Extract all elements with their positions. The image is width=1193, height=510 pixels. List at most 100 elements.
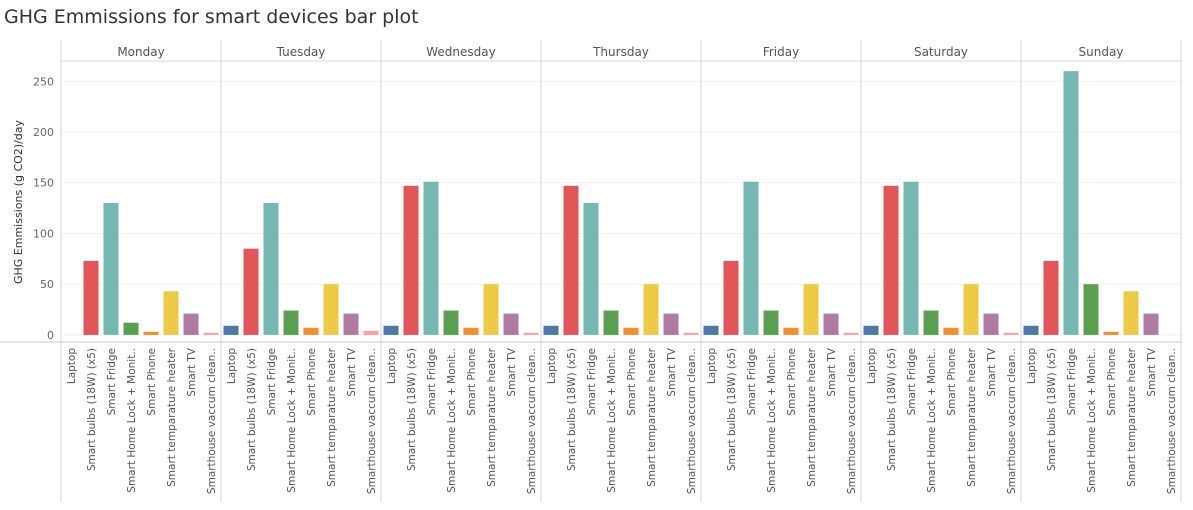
bar-saturday-laptop[interactable] [863,325,879,335]
x-tick-label: Laptop [226,348,238,384]
bar-wednesday-smart-fridge[interactable] [423,181,439,335]
x-tick-label: Smarthouse vaccum clean.. [686,348,698,494]
bar-monday-smart-home-lock-monit[interactable] [123,322,139,335]
bar-thursday-laptop[interactable] [543,325,559,335]
x-tick-label: Smart Phone [146,348,158,416]
bar-saturday-smart-tv[interactable] [983,313,999,335]
x-tick-label: Smart Home Lock + Monit.. [286,348,298,493]
x-tick-label: Smart Phone [1106,348,1118,416]
x-tick-label: Smart Phone [626,348,638,416]
x-tick-label: Smart Home Lock + Monit.. [446,348,458,493]
panel-header-wednesday: Wednesday [426,45,495,59]
x-tick-label: Smart bulbs (18W) (x5) [566,348,578,471]
y-tick-label: 200 [33,126,54,139]
bar-sunday-smart-fridge[interactable] [1063,71,1079,335]
bar-wednesday-smarthouse-vaccum-clean[interactable] [523,332,539,335]
x-tick-label: Smart Fridge [746,348,758,415]
bar-wednesday-smart-temparature-heater[interactable] [483,284,499,335]
bar-monday-smarthouse-vaccum-clean[interactable] [203,332,219,335]
x-tick-label: Smart temparature heater [166,347,178,487]
bar-friday-smart-fridge[interactable] [743,181,759,335]
panel-header-tuesday: Tuesday [276,45,326,59]
bar-tuesday-smart-tv[interactable] [343,313,359,335]
bar-monday-smart-tv[interactable] [183,313,199,335]
panel-header-saturday: Saturday [914,45,968,59]
bar-monday-smart-fridge[interactable] [103,203,119,335]
bar-thursday-smarthouse-vaccum-clean[interactable] [683,332,699,335]
bar-tuesday-smart-home-lock-monit[interactable] [283,310,299,335]
bar-monday-smart-temparature-heater[interactable] [163,291,179,335]
x-tick-label: Smart temparature heater [486,347,498,487]
bar-saturday-smart-phone[interactable] [943,327,959,335]
bar-thursday-smart-bulbs-18w-x5[interactable] [563,185,579,335]
bar-thursday-smart-phone[interactable] [623,327,639,335]
bar-sunday-smart-phone[interactable] [1103,331,1119,335]
bar-friday-smart-tv[interactable] [823,313,839,335]
bar-wednesday-laptop[interactable] [383,325,399,335]
x-tick-label: Smarthouse vaccum clean.. [1006,348,1018,494]
bar-tuesday-smart-fridge[interactable] [263,203,279,335]
bar-friday-smart-bulbs-18w-x5[interactable] [723,260,739,335]
bar-saturday-smarthouse-vaccum-clean[interactable] [1003,332,1019,335]
y-tick-label: 0 [47,329,54,342]
bar-wednesday-smart-bulbs-18w-x5[interactable] [403,185,419,335]
x-tick-label: Smart Home Lock + Monit.. [766,348,778,493]
bar-sunday-smart-bulbs-18w-x5[interactable] [1043,260,1059,335]
x-tick-label: Smarthouse vaccum clean.. [526,348,538,494]
y-tick-label: 100 [33,227,54,240]
x-tick-label: Smart temparature heater [1126,347,1138,487]
y-axis-label: GHG Emmissions (g CO2)/day [12,119,25,284]
bar-wednesday-smart-home-lock-monit[interactable] [443,310,459,335]
x-tick-label: Smart Phone [466,348,478,416]
bar-tuesday-laptop[interactable] [223,325,239,335]
x-tick-label: Smart Home Lock + Monit.. [126,348,138,493]
bar-thursday-smart-temparature-heater[interactable] [643,284,659,335]
x-tick-label: Smart Fridge [106,348,118,415]
bar-wednesday-smart-tv[interactable] [503,313,519,335]
x-tick-label: Laptop [386,348,398,384]
bar-thursday-smart-tv[interactable] [663,313,679,335]
x-tick-label: Smart Home Lock + Monit.. [1086,348,1098,493]
y-tick-label: 150 [33,177,54,190]
x-tick-label: Smart TV [986,347,998,397]
bar-thursday-smart-home-lock-monit[interactable] [603,310,619,335]
bar-monday-smart-phone[interactable] [143,331,159,335]
bar-friday-smart-home-lock-monit[interactable] [763,310,779,335]
x-tick-label: Smart TV [826,347,838,397]
bar-sunday-smart-tv[interactable] [1143,313,1159,335]
panel-header-monday: Monday [117,45,164,59]
bar-friday-laptop[interactable] [703,325,719,335]
bar-friday-smart-temparature-heater[interactable] [803,284,819,335]
bar-tuesday-smart-temparature-heater[interactable] [323,284,339,335]
x-tick-label: Laptop [706,348,718,384]
x-tick-label: Smart Fridge [426,348,438,415]
labels-layer: 0 50 100 150 200 250 Monday Laptop Smart bulbs (… [33,45,1178,494]
bar-friday-smarthouse-vaccum-clean[interactable] [843,332,859,335]
bar-thursday-smart-fridge[interactable] [583,203,599,335]
bar-tuesday-smart-bulbs-18w-x5[interactable] [243,248,259,335]
bar-sunday-laptop[interactable] [1023,325,1039,335]
bar-saturday-smart-fridge[interactable] [903,181,919,335]
x-tick-label: Laptop [866,348,878,384]
bar-friday-smart-phone[interactable] [783,327,799,335]
bar-tuesday-smart-phone[interactable] [303,327,319,335]
bar-saturday-smart-temparature-heater[interactable] [963,284,979,335]
x-tick-label: Laptop [1026,348,1038,384]
x-tick-label: Smarthouse vaccum clean.. [846,348,858,494]
x-tick-label: Smart TV [186,347,198,397]
y-tick-label: 50 [40,278,54,291]
x-tick-label: Smarthouse vaccum clean.. [366,348,378,494]
bar-tuesday-smarthouse-vaccum-clean[interactable] [363,330,379,335]
x-tick-label: Smart Home Lock + Monit.. [926,348,938,493]
x-tick-label: Laptop [546,348,558,384]
frame-layer [0,41,1182,502]
panel-header-thursday: Thursday [592,45,649,59]
x-tick-label: Smart temparature heater [806,347,818,487]
x-tick-label: Smart bulbs (18W) (x5) [246,348,258,471]
bar-saturday-smart-home-lock-monit[interactable] [923,310,939,335]
bar-sunday-smart-temparature-heater[interactable] [1123,291,1139,335]
bar-sunday-smart-home-lock-monit[interactable] [1083,284,1099,335]
bar-saturday-smart-bulbs-18w-x5[interactable] [883,185,899,335]
bar-monday-smart-bulbs-18w-x5[interactable] [83,260,99,335]
bar-wednesday-smart-phone[interactable] [463,327,479,335]
